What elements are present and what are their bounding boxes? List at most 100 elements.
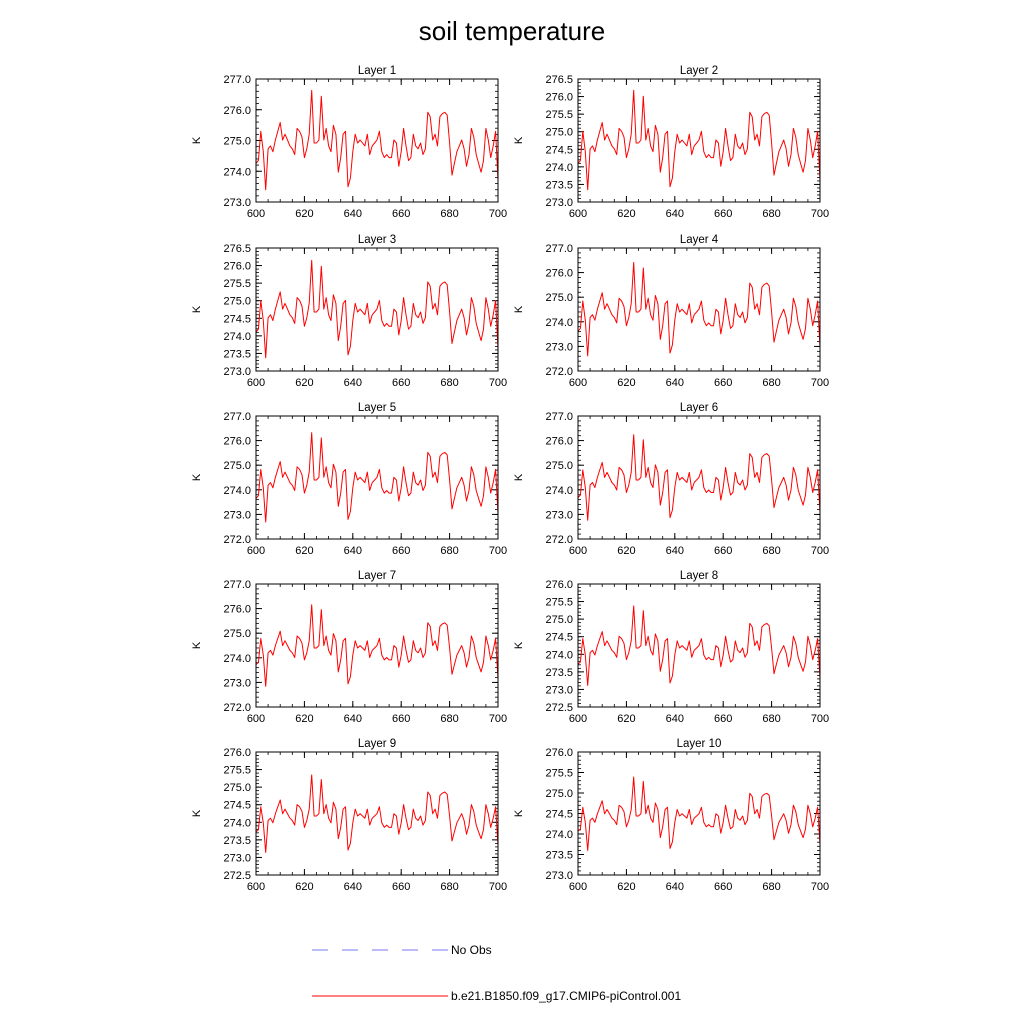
panel-title: Layer 4 [680,234,719,246]
panel-title: Layer 1 [358,65,396,77]
y-tick-label: 276.0 [223,604,251,616]
y-axis-label: K [191,473,203,481]
plot-frame [255,415,499,540]
x-tick-label: 620 [617,208,635,220]
y-axis-label: K [513,809,525,817]
y-tick-label: 277.0 [223,411,251,423]
panel-7: Layer 7 K 272.0 273.0 274.0 275.0 276.0 277.0 60… [191,570,507,725]
y-tick-label: 272.0 [545,366,573,378]
x-tick-label: 620 [617,377,635,389]
y-tick-label: 276.0 [223,105,251,117]
x-tick-label: 700 [489,713,507,725]
x-tick-label: 620 [295,881,313,893]
y-tick-label: 273.0 [223,677,251,689]
y-axis-label: K [191,136,203,144]
y-tick-label: 273.0 [545,197,573,209]
x-tick-label: 640 [666,545,684,557]
x-tick-label: 680 [440,208,458,220]
y-tick-label: 275.5 [545,768,573,780]
y-tick-label: 274.0 [545,162,573,174]
panel-2: Layer 2 K 273.0 273.5 274.0 274.5 275.0 275.5 27… [513,65,829,220]
y-tick-label: 273.0 [545,684,573,696]
panel-title: Layer 10 [677,738,722,750]
x-tick-label: 640 [666,881,684,893]
y-axis-label: K [191,809,203,817]
series-line [577,776,821,851]
x-tick-label: 680 [440,377,458,389]
y-tick-label: 276.0 [545,436,573,448]
x-tick-label: 600 [569,377,587,389]
series-line [577,605,821,686]
y-tick-label: 276.0 [545,92,573,104]
y-tick-label: 274.5 [545,144,573,156]
x-tick-label: 640 [344,713,362,725]
x-tick-label: 660 [392,545,410,557]
y-tick-label: 273.0 [545,870,573,882]
x-tick-label: 680 [762,881,780,893]
panel-5: Layer 5 K 272.0 273.0 274.0 275.0 276.0 277.0 60… [191,402,507,557]
x-tick-label: 680 [762,545,780,557]
x-tick-label: 640 [666,208,684,220]
x-tick-label: 600 [247,208,265,220]
y-tick-label: 275.5 [223,278,251,290]
panel-8: Layer 8 K 272.5 273.0 273.5 274.0 274.5 275.0 27… [513,570,829,725]
plot-frame [255,247,499,372]
y-tick-label: 274.0 [223,485,251,497]
series-line [577,89,821,191]
x-tick-label: 660 [392,208,410,220]
y-tick-label: 277.0 [223,579,251,591]
panel-3: Layer 3 K 273.0 273.5 274.0 274.5 275.0 275.5 27… [191,234,507,389]
series-line [255,774,499,853]
panel-title: Layer 8 [680,570,718,582]
x-tick-label: 700 [489,377,507,389]
y-tick-label: 274.0 [545,649,573,661]
y-tick-label: 274.0 [223,817,251,829]
x-tick-label: 600 [247,713,265,725]
x-tick-label: 620 [617,881,635,893]
panel-10: Layer 10 K 273.0 273.5 274.0 274.5 275.0 275.5 2… [513,738,829,893]
series-line [255,259,499,359]
plot-frame [577,247,821,372]
x-tick-label: 680 [762,208,780,220]
plot-frame [577,415,821,540]
series-line [255,89,499,191]
x-tick-label: 620 [295,377,313,389]
x-tick-label: 700 [811,881,829,893]
x-tick-label: 600 [569,713,587,725]
y-tick-label: 272.5 [223,870,251,882]
y-tick-label: 276.0 [223,261,251,273]
y-tick-label: 276.0 [545,747,573,759]
x-tick-label: 640 [666,713,684,725]
y-tick-label: 273.5 [223,835,251,847]
panel-title: Layer 7 [358,570,396,582]
y-tick-label: 273.0 [223,366,251,378]
y-tick-label: 274.5 [223,313,251,325]
y-tick-label: 273.5 [545,667,573,679]
y-tick-label: 275.0 [545,614,573,626]
x-tick-label: 600 [569,545,587,557]
x-tick-label: 640 [344,545,362,557]
y-tick-label: 274.5 [223,800,251,812]
y-tick-label: 275.0 [545,127,573,139]
x-tick-label: 640 [344,377,362,389]
y-tick-label: 276.0 [223,747,251,759]
y-tick-label: 276.0 [223,436,251,448]
x-tick-label: 680 [440,881,458,893]
x-tick-label: 660 [714,881,732,893]
x-tick-label: 660 [714,545,732,557]
panel-6: Layer 6 K 272.0 273.0 274.0 275.0 276.0 277.0 60… [513,402,829,557]
x-tick-label: 680 [762,713,780,725]
x-tick-label: 700 [811,545,829,557]
plot-frame [577,751,821,876]
y-axis-label: K [191,641,203,649]
y-tick-label: 274.0 [223,331,251,343]
y-tick-label: 272.0 [545,534,573,546]
plot-frame [577,583,821,708]
y-tick-label: 273.0 [223,197,251,209]
series-line [255,604,499,687]
x-tick-label: 700 [489,881,507,893]
panel-title: Layer 2 [680,65,718,77]
y-tick-label: 274.5 [545,632,573,644]
x-tick-label: 660 [714,713,732,725]
